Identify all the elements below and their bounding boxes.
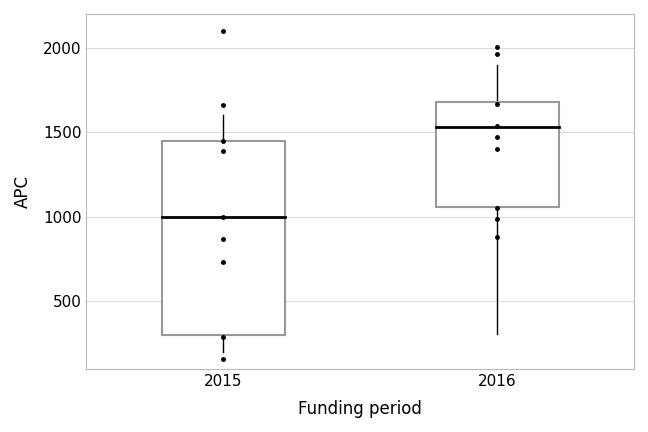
Y-axis label: APC: APC — [14, 175, 32, 208]
Bar — [435, 102, 559, 207]
Bar — [162, 141, 285, 335]
X-axis label: Funding period: Funding period — [298, 400, 422, 418]
